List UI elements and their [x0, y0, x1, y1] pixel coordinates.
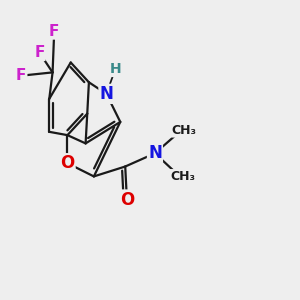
Text: N: N: [100, 85, 113, 103]
Text: N: N: [148, 144, 162, 162]
Text: CH₃: CH₃: [170, 170, 195, 183]
Text: H: H: [110, 62, 121, 76]
Text: O: O: [120, 190, 134, 208]
Text: F: F: [49, 24, 59, 39]
Text: F: F: [16, 68, 26, 83]
Text: CH₃: CH₃: [172, 124, 197, 137]
Text: F: F: [34, 45, 45, 60]
Text: O: O: [60, 154, 75, 172]
